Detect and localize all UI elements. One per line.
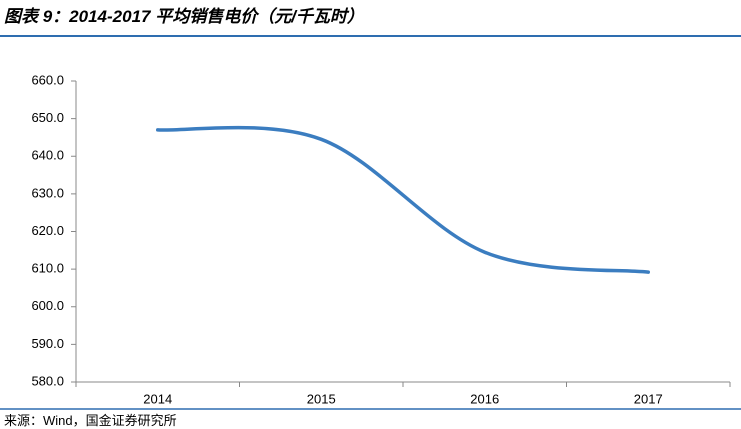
y-tick-label: 600.0 [31, 298, 64, 313]
page-title: 图表 9：2014-2017 平均销售电价（元/千瓦时） [4, 7, 364, 26]
y-tick-label: 610.0 [31, 261, 64, 276]
x-tick-label: 2017 [634, 391, 663, 406]
y-tick-label: 640.0 [31, 148, 64, 163]
x-tick-label: 2014 [143, 391, 172, 406]
y-tick-label: 630.0 [31, 185, 64, 200]
y-tick-label: 590.0 [31, 336, 64, 351]
y-tick-label: 580.0 [31, 373, 64, 388]
y-tick-label: 650.0 [31, 110, 64, 125]
x-tick-label: 2016 [470, 391, 499, 406]
source-note: 来源：Wind，国金证券研究所 [4, 413, 177, 428]
x-tick-label: 2015 [307, 391, 336, 406]
line-series [156, 125, 650, 274]
y-tick-label: 660.0 [31, 72, 64, 87]
y-tick-label: 620.0 [31, 223, 64, 238]
